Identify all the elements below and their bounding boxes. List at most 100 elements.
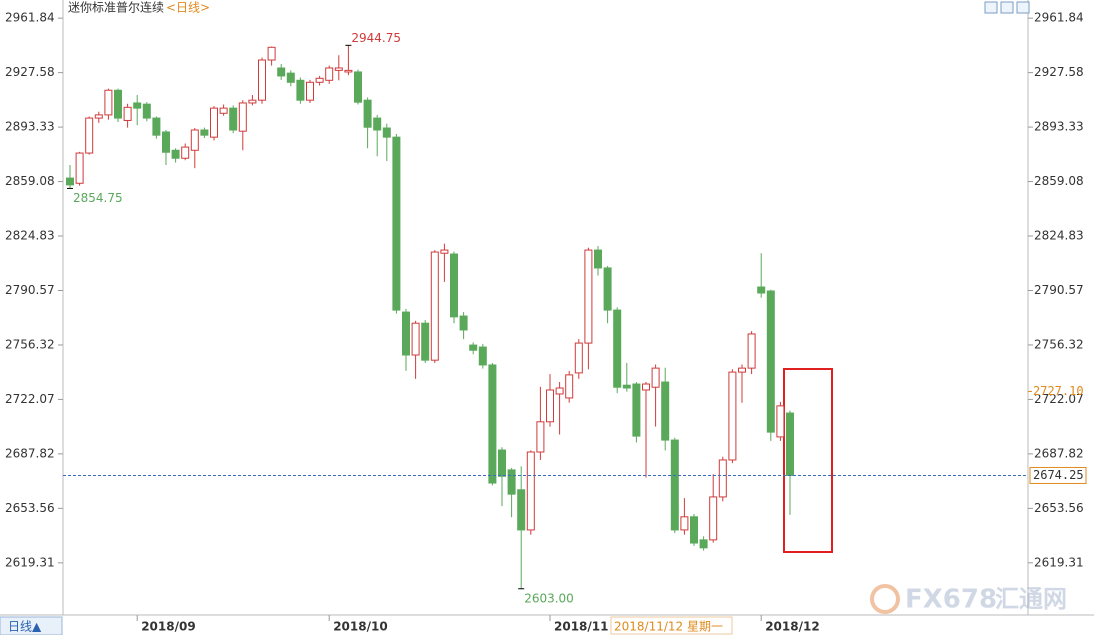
candle-body — [248, 99, 257, 104]
candle-body — [162, 131, 170, 153]
tool-button[interactable] — [984, 1, 998, 14]
candle-body — [555, 387, 564, 395]
candle-body — [85, 117, 94, 154]
crosshair-date: 2018/11/12 星期一 — [614, 620, 723, 634]
candle-body — [709, 496, 718, 541]
candle-body — [498, 449, 506, 477]
candle-body — [181, 146, 190, 159]
candle-body — [363, 99, 372, 128]
candle-body — [622, 384, 631, 389]
candle-body — [546, 389, 554, 423]
y-tick-label: 2790.57 — [1034, 283, 1084, 297]
candle-body — [766, 290, 775, 433]
y-tick-label: 2619.31 — [1034, 555, 1084, 569]
y-tick-label: 2927.58 — [1034, 65, 1084, 79]
candle-body — [238, 102, 247, 132]
period-label: <日线> — [166, 1, 210, 15]
y-tick-label: 2859.08 — [5, 174, 55, 188]
candle-body — [402, 311, 410, 356]
candle-body — [670, 439, 679, 531]
candle-body — [603, 267, 612, 311]
candle-body — [478, 346, 487, 366]
candle-body — [430, 251, 439, 361]
candle-body — [776, 405, 785, 438]
y-tick-label: 2859.08 — [1034, 174, 1084, 188]
candle-body — [517, 489, 526, 531]
candle-body — [459, 315, 468, 331]
annotation-label: 2854.75 — [73, 191, 123, 205]
candle-body — [373, 117, 382, 131]
y-tick-label: 2824.83 — [5, 229, 55, 243]
candle-body — [421, 322, 430, 361]
candle-body — [594, 249, 602, 269]
watermark-text: FX678 — [905, 585, 997, 615]
watermark-text: 汇通网 — [995, 585, 1067, 613]
y-tick-label: 2893.33 — [5, 120, 55, 134]
candle-body — [411, 322, 420, 356]
candle-body — [440, 249, 449, 254]
tool-button[interactable] — [1016, 1, 1030, 14]
toolbar — [984, 1, 1030, 14]
candle-body — [219, 107, 228, 114]
candle-body — [565, 374, 574, 399]
candle-body — [325, 67, 334, 81]
candle-body — [66, 177, 74, 186]
candle-body — [728, 371, 737, 461]
candle-body — [488, 364, 497, 484]
candle-body — [450, 253, 458, 318]
period-selector[interactable] — [0, 616, 63, 635]
y-tick-label: 2824.83 — [1034, 229, 1084, 243]
y-tick-label: 2653.56 — [5, 501, 55, 515]
candle-body — [133, 102, 142, 109]
candle-body — [190, 129, 199, 151]
candle-body — [382, 127, 391, 138]
watermark: FX678 汇通网 — [870, 584, 1067, 615]
candle-body — [152, 117, 161, 136]
candle-body — [613, 309, 622, 388]
y-tick-label: 2961.84 — [5, 11, 55, 25]
candle-body — [286, 72, 295, 83]
x-tick-label: 2018/12 — [765, 620, 819, 634]
x-tick-label: 2018/11 — [554, 620, 608, 634]
y-tick-label: 2619.31 — [5, 555, 55, 569]
chart-title: 迷你标准普尔连续 — [68, 0, 164, 15]
candle-body — [210, 107, 218, 138]
candle-body — [171, 149, 180, 159]
candle-body — [747, 333, 756, 369]
candle-body — [690, 516, 698, 544]
candle-body — [354, 71, 362, 103]
y-tick-label: 2961.84 — [1034, 11, 1084, 25]
candle-body — [123, 106, 132, 121]
candle-body — [229, 107, 238, 131]
candle-body — [651, 367, 660, 388]
period-selector-label[interactable]: 日线▲ — [8, 620, 42, 634]
crosshair-value: 2727.10 — [1033, 384, 1084, 398]
highlight-box — [783, 368, 833, 553]
candle-body — [680, 516, 689, 531]
candle-body — [661, 381, 670, 441]
candle-body — [296, 79, 305, 101]
y-tick-label: 2756.32 — [1034, 337, 1084, 351]
candle-body — [200, 129, 209, 136]
y-tick-label: 2687.82 — [5, 446, 55, 460]
candle-body — [392, 136, 401, 311]
candle-body — [75, 152, 84, 184]
candle-body — [277, 67, 286, 77]
candle-body — [306, 81, 314, 101]
tool-button[interactable] — [1000, 1, 1014, 14]
candle-body — [94, 114, 103, 119]
candle-body — [142, 103, 151, 119]
annotation-label: 2603.00 — [524, 591, 574, 605]
candle-body — [632, 383, 641, 437]
candle-body — [114, 89, 122, 119]
y-tick-label: 2653.56 — [1034, 501, 1084, 515]
candle-body — [642, 383, 650, 391]
y-tick-label: 2790.57 — [5, 283, 55, 297]
candle-body — [574, 342, 583, 374]
candle-body — [699, 539, 708, 549]
last-price-label: 2674.25 — [1033, 468, 1084, 482]
candle-body — [757, 286, 766, 294]
annotation-label: 2944.75 — [351, 31, 401, 45]
candle-body — [344, 69, 353, 73]
